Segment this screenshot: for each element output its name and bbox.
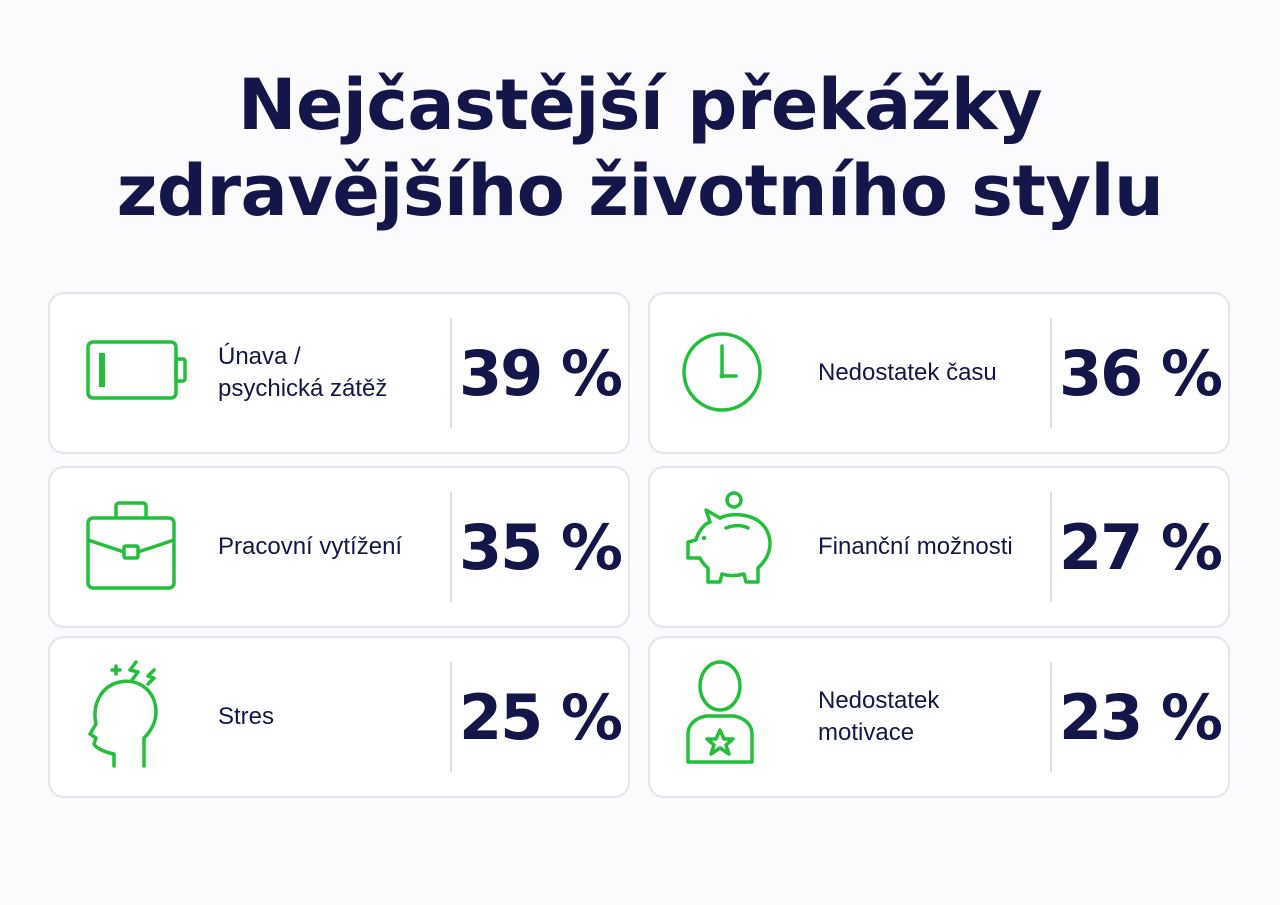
battery-low-icon: [74, 314, 194, 434]
card-label: Finanční možnosti: [818, 533, 1013, 560]
card-divider: [450, 662, 452, 772]
card-divider: [450, 318, 452, 428]
card-value: 27 %: [1059, 510, 1223, 584]
card-lack-of-motivation: Nedostatek motivace 23 %: [648, 636, 1230, 798]
card-label: Stres: [218, 703, 275, 730]
card-label: Nedostatek času: [818, 359, 997, 386]
card-label: Únava / psychická zátěž: [218, 343, 388, 402]
page-title: Nejčastější překážky zdravějšího životní…: [0, 62, 1280, 234]
card-fatigue: Únava / psychická zátěž 39 %: [48, 292, 630, 454]
card-finances: Finanční možnosti 27 %: [648, 466, 1230, 628]
card-workload: Pracovní vytížení 35 %: [48, 466, 630, 628]
card-stress: Stres 25 %: [48, 636, 630, 798]
card-value: 25 %: [459, 680, 623, 754]
card-divider: [450, 492, 452, 602]
person-star-icon: [674, 658, 794, 778]
briefcase-icon: [74, 488, 194, 608]
title-line-1: Nejčastější překážky: [237, 64, 1043, 146]
card-value: 39 %: [459, 336, 623, 410]
card-label: Nedostatek motivace: [818, 687, 940, 746]
clock-icon: [674, 314, 794, 434]
card-divider: [1050, 492, 1052, 602]
stressed-head-icon: [74, 658, 194, 778]
card-value: 35 %: [459, 510, 623, 584]
piggy-bank-icon: [674, 488, 794, 608]
card-divider: [1050, 662, 1052, 772]
card-lack-of-time: Nedostatek času 36 %: [648, 292, 1230, 454]
title-line-2: zdravějšího životního stylu: [116, 150, 1164, 232]
card-value: 23 %: [1059, 680, 1223, 754]
card-divider: [1050, 318, 1052, 428]
card-value: 36 %: [1059, 336, 1223, 410]
card-label: Pracovní vytížení: [218, 533, 403, 560]
